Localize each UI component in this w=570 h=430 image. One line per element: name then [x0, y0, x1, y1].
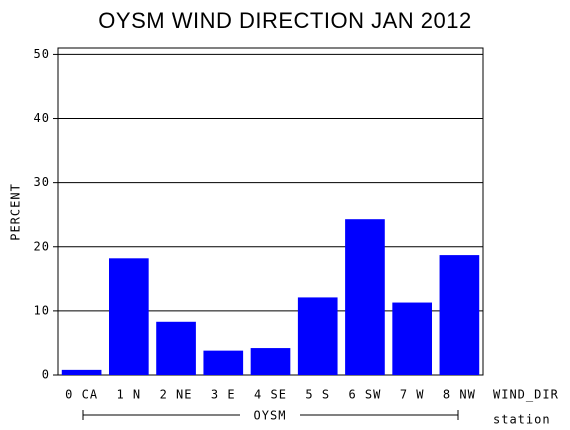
x-tick-label: 4 SE	[254, 388, 287, 402]
y-tick-label: 30	[34, 175, 50, 189]
bar	[345, 219, 385, 375]
x-tick-label: 8 NW	[443, 388, 476, 402]
bar	[250, 348, 291, 375]
group-bracket	[82, 410, 459, 420]
bar	[61, 369, 102, 375]
bar	[297, 297, 338, 375]
y-tick-label: 40	[34, 111, 50, 125]
x-tick-label: 6 SW	[348, 388, 381, 402]
x-tick-label: 5 S	[305, 388, 330, 402]
bar	[156, 321, 196, 375]
y-tick-label: 0	[42, 368, 50, 382]
y-tick-label: 50	[34, 47, 50, 61]
x-tick-label: 7 W	[400, 388, 425, 402]
x-tick-label: 3 E	[211, 388, 236, 402]
y-tick-label: 10	[34, 303, 50, 317]
group-label: OYSM	[254, 409, 287, 423]
x-tick-label: 2 NE	[160, 388, 193, 402]
bar	[439, 255, 480, 375]
x-axis-label: WIND_DIR	[493, 388, 559, 402]
bar	[109, 258, 149, 375]
y-tick-label: 20	[34, 239, 50, 253]
group-axis-label: station	[493, 413, 551, 427]
x-tick-label: 1 N	[116, 388, 141, 402]
bar	[203, 350, 244, 375]
y-axis-label: PERCENT	[9, 183, 23, 241]
bar	[392, 302, 432, 375]
x-tick-label: 0 CA	[65, 388, 98, 402]
chart-title: OYSM WIND DIRECTION JAN 2012	[98, 8, 471, 33]
